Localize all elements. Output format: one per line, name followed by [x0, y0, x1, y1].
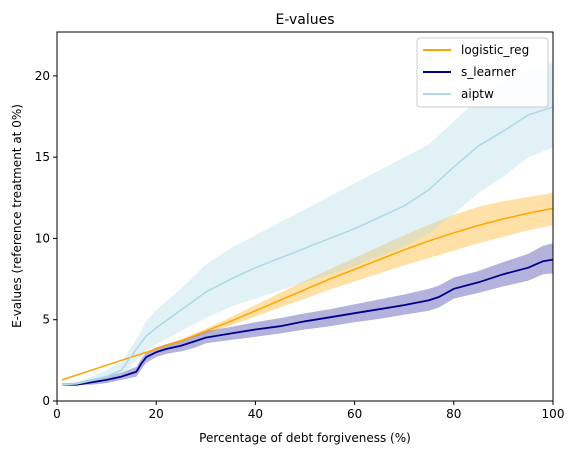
legend-label-s_learner: s_learner	[461, 65, 516, 79]
y-axis-label: E-values (reference treatment at 0%)	[10, 104, 24, 328]
y-tick-label: 15	[35, 150, 50, 164]
band-logistic_reg	[62, 192, 553, 380]
y-axis-ticks: 0 5 10 15 20	[35, 69, 57, 408]
band-s_learner	[62, 243, 553, 385]
legend-box	[416, 37, 549, 108]
series-lines	[61, 106, 554, 386]
x-tick-label: 100	[542, 407, 565, 421]
x-tick-label: 60	[347, 407, 362, 421]
y-tick-label: 20	[35, 69, 50, 83]
x-axis-label: Percentage of debt forgiveness (%)	[199, 431, 411, 445]
legend-label-aiptw: aiptw	[461, 87, 494, 101]
legend-label-logistic_reg: logistic_reg	[461, 43, 529, 57]
chart-title: E-values	[275, 12, 334, 28]
x-tick-label: 40	[248, 407, 263, 421]
y-tick-label: 0	[42, 394, 50, 408]
band-aiptw	[62, 62, 553, 385]
line-aiptw	[61, 106, 554, 386]
x-tick-label: 0	[53, 407, 61, 421]
confidence-bands	[62, 62, 553, 385]
plot-frame	[56, 31, 554, 402]
y-tick-label: 10	[35, 231, 50, 245]
x-tick-label: 20	[149, 407, 164, 421]
line-s_learner	[62, 258, 554, 386]
x-axis-ticks: 0 20 40 60 80 100	[53, 401, 564, 421]
line-logistic_reg	[61, 207, 554, 381]
x-tick-label: 80	[446, 407, 461, 421]
y-tick-label: 5	[42, 313, 50, 327]
